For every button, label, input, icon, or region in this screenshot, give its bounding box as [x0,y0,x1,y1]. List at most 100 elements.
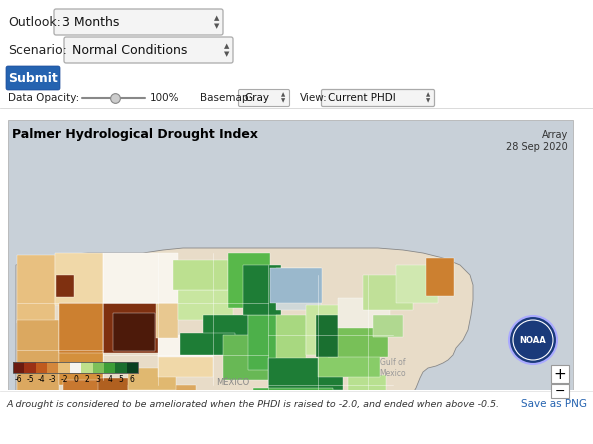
Text: ▼: ▼ [426,99,431,103]
Bar [158,355,213,377]
Text: Palmer Hydrological Drought Index: Palmer Hydrological Drought Index [12,127,258,140]
Bar [55,253,103,305]
Text: 3: 3 [96,375,101,384]
Text: ▼: ▼ [281,99,285,103]
Circle shape [513,320,553,360]
Bar [128,368,176,390]
Polygon shape [16,248,473,444]
Bar [17,320,59,410]
Text: Basemap:: Basemap: [200,93,252,103]
FancyBboxPatch shape [321,90,435,107]
Text: Gulf of
Mexico: Gulf of Mexico [380,358,406,378]
Text: ▲: ▲ [281,92,285,98]
Bar [158,335,213,357]
Bar [70,362,81,373]
Bar [13,362,138,373]
Text: −: − [554,385,565,397]
Bar [59,362,70,373]
FancyBboxPatch shape [238,90,289,107]
Text: ▲: ▲ [426,92,431,98]
Text: ▼: ▼ [224,51,229,57]
Text: ▼: ▼ [214,23,219,29]
Bar [128,385,196,444]
Bar [236,415,266,444]
Text: MÉXICO: MÉXICO [216,377,250,386]
Bar [373,315,403,337]
Text: Save as PNG: Save as PNG [521,399,587,409]
Bar [263,415,308,444]
Bar [233,438,278,444]
Bar [17,255,55,323]
Bar [270,268,322,303]
Circle shape [509,316,557,364]
Text: Scenario:: Scenario: [8,44,67,56]
Bar [98,378,153,444]
FancyBboxPatch shape [54,9,223,35]
Text: A drought is considered to be ameliorated when the PHDI is raised to -2.0, and e: A drought is considered to be ameliorate… [6,400,499,408]
Bar [103,303,165,353]
Text: -6: -6 [15,375,23,384]
FancyBboxPatch shape [6,66,60,90]
Bar [0,390,593,444]
Bar [156,303,178,338]
Text: +: + [554,366,566,381]
Text: -5: -5 [26,375,34,384]
Text: -2: -2 [60,375,68,384]
Bar [243,265,281,315]
Text: -4: -4 [37,375,45,384]
Text: Normal Conditions: Normal Conditions [72,44,187,56]
Text: Outlook:: Outlook: [8,16,61,28]
Bar [223,335,271,380]
FancyBboxPatch shape [64,37,233,63]
Bar [178,290,233,320]
Text: View:: View: [300,93,328,103]
Bar [348,375,386,415]
Bar [56,275,74,297]
Bar [228,253,270,308]
Bar [228,405,266,440]
Text: 5: 5 [119,375,123,384]
Text: ▲: ▲ [214,15,219,21]
Bar [276,268,321,310]
Bar [276,315,306,360]
Bar [81,362,93,373]
Bar [127,362,138,373]
Bar [113,313,155,351]
Text: 0: 0 [73,375,78,384]
Bar [268,358,343,390]
Bar [203,315,248,345]
Bar [306,305,341,355]
Text: 100%: 100% [150,93,180,103]
Bar [115,362,127,373]
Bar [316,315,338,357]
Bar [63,380,118,440]
Bar [248,315,278,370]
Text: NOAA: NOAA [519,336,546,345]
Bar [8,120,573,390]
Bar [36,362,47,373]
Bar [59,305,103,385]
Bar [173,260,228,290]
Text: Current PHDI: Current PHDI [328,93,396,103]
Bar [47,362,59,373]
Bar [338,298,390,328]
Bar [104,362,115,373]
Bar [103,303,158,341]
Bar [368,420,406,444]
Bar [551,365,569,383]
Bar [551,384,569,398]
Text: 6: 6 [130,375,135,384]
Bar [318,395,363,444]
Text: Data Opacity:: Data Opacity: [8,93,79,103]
Text: -3: -3 [49,375,56,384]
Text: 2: 2 [84,375,89,384]
Bar [103,253,178,303]
Bar [328,325,388,357]
Bar [318,355,380,377]
Text: Submit: Submit [8,71,58,84]
Bar [24,362,36,373]
Bar [180,333,235,355]
Bar [253,388,333,416]
Bar [13,362,24,373]
Text: Gray: Gray [244,93,269,103]
